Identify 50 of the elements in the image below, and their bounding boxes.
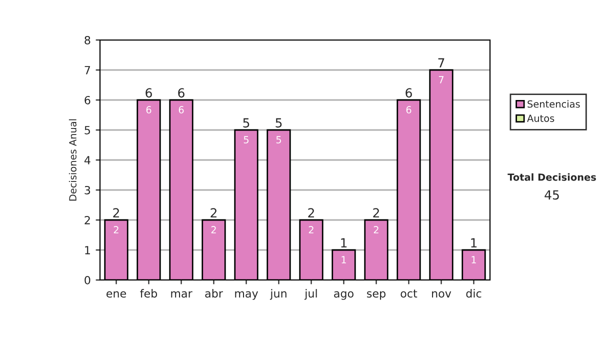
total-label: 2: [210, 208, 216, 218]
y-tick-label: 4: [84, 156, 90, 164]
x-tick-label: may: [235, 291, 258, 300]
total-label: 6: [178, 88, 184, 98]
data-label: 2: [374, 226, 378, 234]
total-label: 1: [341, 238, 347, 248]
total-label: 2: [113, 208, 119, 218]
y-tick-label: 5: [84, 126, 90, 134]
y-axis-title: Decisiones Anual: [68, 119, 76, 201]
text: 45: [544, 190, 559, 200]
total-label: 2: [373, 208, 379, 218]
x-tick-label: sep: [367, 291, 386, 300]
total-label: 5: [276, 118, 282, 128]
x-tick-label: ago: [334, 291, 354, 300]
y-tick-label: 7: [84, 66, 90, 74]
total-label: 7: [438, 58, 444, 68]
y-tick-label: 2: [84, 216, 90, 224]
total-label: 6: [146, 88, 152, 98]
y-tick-label: 3: [84, 186, 90, 194]
legend-label: Autos: [527, 114, 554, 122]
y-tick-label: 8: [84, 36, 90, 44]
x-tick-label: jun: [270, 289, 286, 300]
x-tick-label: oct: [400, 290, 418, 298]
data-label: 6: [146, 106, 152, 114]
data-label: 2: [114, 226, 118, 234]
total-label: 1: [471, 238, 477, 248]
data-label: 2: [211, 226, 216, 234]
x-tick-label: abr: [205, 289, 223, 298]
total-label: 2: [308, 208, 314, 218]
legend-label: Sentencias: [528, 100, 580, 108]
y-tick-label: 1: [85, 246, 90, 254]
y-tick-label: 0: [84, 276, 90, 284]
data-label: 5: [244, 136, 248, 144]
data-label: 6: [178, 106, 184, 114]
data-label: 1: [472, 256, 476, 264]
data-label: 6: [406, 106, 412, 114]
x-tick-label: ene: [106, 291, 126, 298]
x-tick-label: mar: [171, 291, 192, 298]
data-label: 7: [438, 76, 444, 84]
x-tick-label: jul: [304, 289, 317, 300]
text: Total Decisiones: [508, 173, 596, 181]
data-label: 5: [276, 136, 281, 144]
x-tick-label: feb: [140, 289, 158, 298]
total-label: 6: [406, 88, 412, 98]
total-label: 5: [243, 118, 250, 128]
x-tick-label: nov: [432, 291, 452, 298]
data-label: 2: [308, 226, 314, 234]
y-tick-label: 6: [84, 96, 90, 104]
data-label: 1: [342, 256, 346, 264]
x-tick-label: dic: [466, 289, 482, 298]
